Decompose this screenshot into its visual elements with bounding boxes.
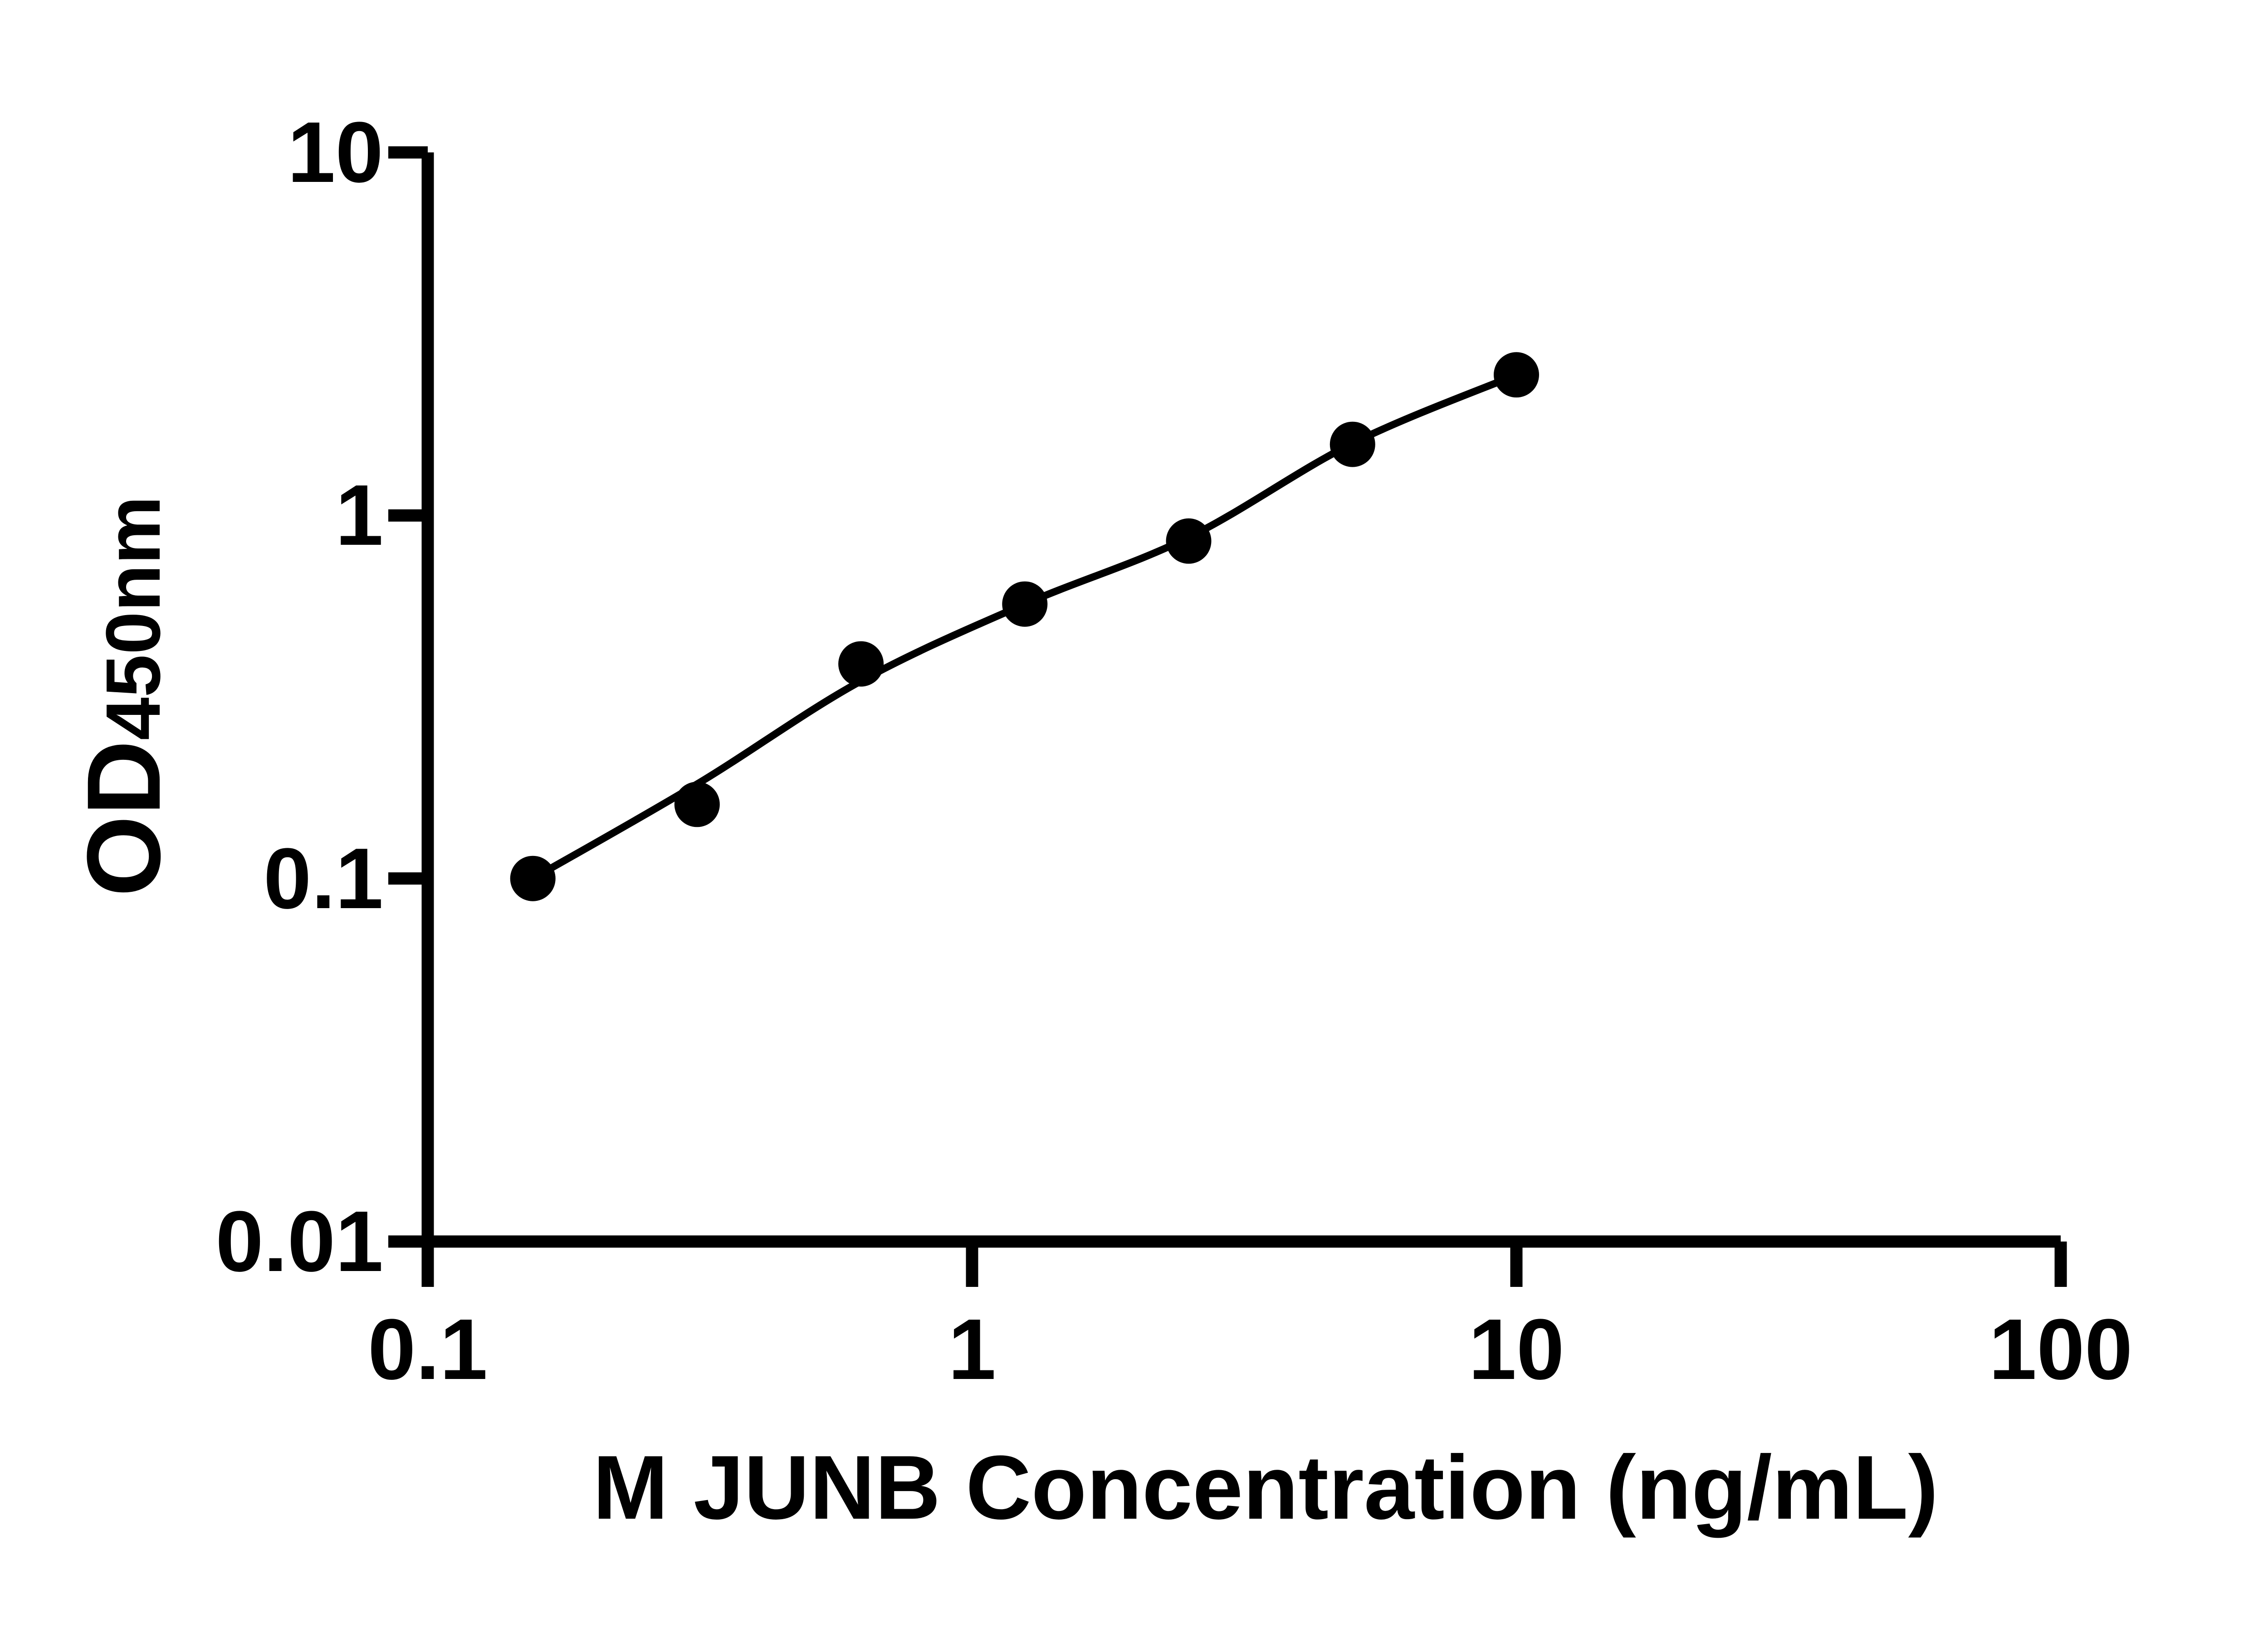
y-axis-title-main: OD (65, 740, 182, 897)
y-tick-label: 10 (287, 104, 383, 200)
x-tick-label: 0.1 (367, 1301, 488, 1398)
y-axis-title-subscript: 450nm (90, 496, 176, 740)
y-tick-label: 0.01 (215, 1193, 383, 1290)
data-point (1494, 352, 1539, 398)
data-point (1166, 518, 1212, 564)
x-axis-title: M JUNB Concentration (ng/mL) (592, 1437, 1939, 1538)
y-tick-label: 1 (335, 467, 383, 564)
data-points-group (510, 352, 1539, 901)
data-point (674, 782, 720, 827)
data-point (1002, 581, 1048, 627)
data-point (510, 856, 556, 901)
x-tick-label: 100 (1989, 1301, 2133, 1398)
data-point (838, 641, 884, 687)
data-point (1330, 421, 1375, 467)
x-tick-label: 10 (1468, 1301, 1564, 1398)
x-tick-label: 1 (948, 1301, 996, 1398)
y-tick-label: 0.1 (263, 830, 383, 927)
x-axis-ticks (421, 1242, 2067, 1287)
y-axis-title: OD 450nm (64, 129, 209, 1263)
y-axis-ticks (388, 146, 428, 1248)
